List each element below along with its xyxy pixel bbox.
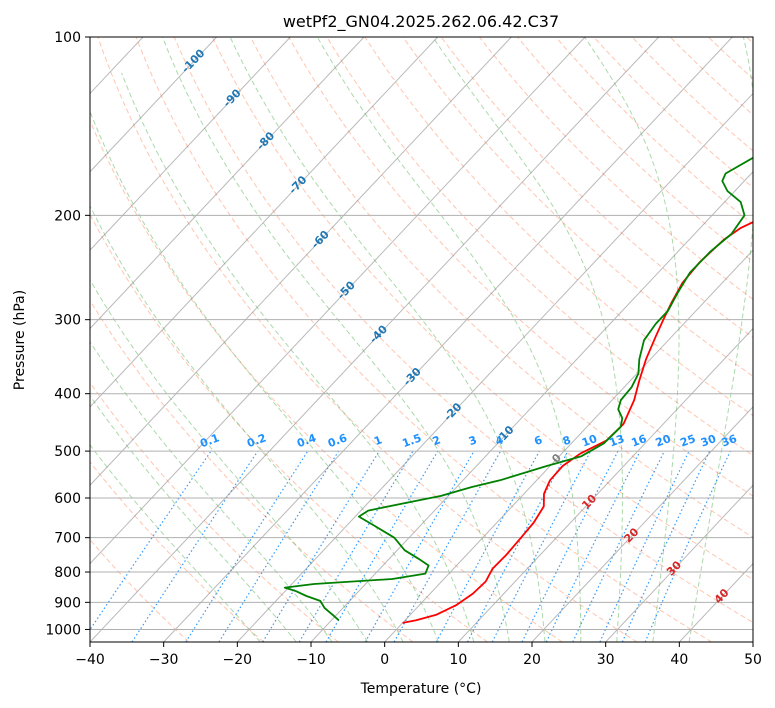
mixing-ratio-line	[90, 450, 212, 631]
y-tick-label: 800	[54, 565, 81, 581]
dry-adiabat	[440, 37, 753, 339]
moist-adiabat	[90, 278, 369, 642]
x-tick-label: 30	[597, 652, 615, 668]
mixing-ratio-line	[435, 450, 540, 642]
isotherm-line	[90, 37, 660, 642]
mixing-ratio-label: 8	[561, 433, 573, 448]
mixing-ratio-label: 0.2	[245, 431, 268, 450]
y-tick-label: 300	[54, 313, 81, 329]
isotherm-line	[310, 171, 753, 642]
mixing-ratio-label: 30	[699, 432, 718, 450]
mixing-ratio-label: 1.5	[400, 431, 423, 450]
y-tick-label: 500	[54, 444, 81, 460]
x-tick-label: 50	[744, 652, 762, 668]
dry-adiabat	[90, 119, 563, 642]
moist-adiabat	[90, 444, 261, 642]
mixing-ratio-line	[262, 450, 380, 642]
plot-background	[90, 37, 753, 642]
moist-adiabat	[584, 37, 680, 642]
x-tick-label: 10	[449, 652, 467, 668]
y-tick-label: 100	[54, 30, 81, 46]
mixing-ratio-label: 4	[494, 433, 506, 448]
y-tick-label: 600	[54, 491, 81, 507]
y-tick-label: 900	[54, 595, 81, 611]
mixing-ratio-label: 13	[607, 432, 626, 449]
moist-adiabat	[90, 394, 297, 642]
x-tick-label: 0	[380, 652, 389, 668]
mixing-ratio-label: 0.6	[326, 431, 349, 450]
mixing-ratio-line	[185, 450, 309, 642]
x-tick-label: 40	[670, 652, 688, 668]
isotherm-line	[457, 327, 753, 642]
moist-adiabat	[316, 37, 582, 642]
temperature-line	[402, 221, 753, 624]
moist-adiabat	[229, 37, 546, 642]
mixing-ratio-line	[545, 450, 641, 642]
mixing-ratio-label: 25	[678, 432, 697, 449]
background-reference-lines	[0, 37, 753, 642]
isotherm-line	[531, 406, 753, 642]
x-tick-label: −10	[296, 652, 326, 668]
chart-title: wetPf2_GN04.2025.262.06.42.C37	[283, 12, 559, 32]
dry-adiabat	[135, 37, 712, 642]
mixing-ratio-label: 20	[654, 432, 673, 450]
moist-adiabat	[121, 72, 475, 642]
dewpoint-line	[283, 156, 753, 621]
mixing-ratio-label: 2	[431, 433, 443, 448]
y-tick-label: 400	[54, 387, 81, 403]
dry-adiabat	[288, 37, 753, 497]
mixing-ratio-line	[393, 450, 502, 642]
moist-adiabat	[162, 37, 510, 642]
x-tick-label: −20	[223, 652, 253, 668]
y-tick-label: 200	[54, 208, 81, 224]
mixing-ratio-label: 0.1	[198, 431, 221, 450]
x-tick-label: −40	[75, 652, 105, 668]
isotherm-line	[236, 92, 753, 642]
axis-ticks: −40 −30 −20 −10 0 10 20 30 40 5010020030040050060…	[45, 30, 762, 668]
dry-adiabat	[173, 37, 753, 624]
mixing-ratio-label: 1	[372, 433, 384, 448]
isotherm-line	[752, 641, 753, 642]
dry-adiabat	[326, 37, 753, 457]
x-tick-label: −30	[149, 652, 179, 668]
isotherm-line	[90, 37, 586, 565]
isotherm-line	[90, 37, 291, 251]
mixing-ratio-label: 10	[580, 432, 599, 450]
isotherm-line	[90, 37, 365, 330]
data-series	[283, 156, 753, 624]
plot-frame	[89, 36, 754, 643]
mixing-ratio-label: 16	[630, 432, 649, 450]
mixing-ratio-label: 3	[467, 433, 479, 448]
moist-adiabat	[90, 110, 439, 642]
isotherm-line	[163, 37, 733, 642]
isotherm-line	[90, 37, 512, 486]
dry-adiabat	[90, 461, 264, 642]
moist-adiabat	[90, 340, 333, 642]
x-tick-label: 20	[523, 652, 541, 668]
dry-adiabat	[97, 37, 638, 642]
moist-adiabat	[90, 204, 404, 642]
isotherm-line	[0, 37, 69, 642]
isotherm-line	[605, 484, 753, 642]
dry-adiabat	[90, 538, 190, 642]
isotherm-line	[384, 249, 753, 642]
dry-adiabat	[211, 37, 753, 581]
mixing-ratio-label: 0.4	[295, 431, 318, 450]
y-tick-label: 700	[54, 531, 81, 547]
mixing-ratio-label: 6	[532, 433, 544, 448]
mixing-ratio-line	[621, 450, 711, 642]
mixing-ratio-line	[521, 450, 619, 642]
x-axis-label: Temperature (°C)	[360, 681, 482, 697]
mixing-ratio-label: 36	[720, 432, 739, 450]
y-axis-label: Pressure (hPa)	[12, 290, 28, 390]
y-tick-label: 1000	[45, 622, 81, 638]
isotherm-line	[90, 37, 439, 408]
dry-adiabat	[90, 213, 488, 642]
moist-adiabat	[688, 37, 753, 642]
isotherm-line	[90, 37, 218, 173]
dry-adiabat	[402, 37, 753, 377]
